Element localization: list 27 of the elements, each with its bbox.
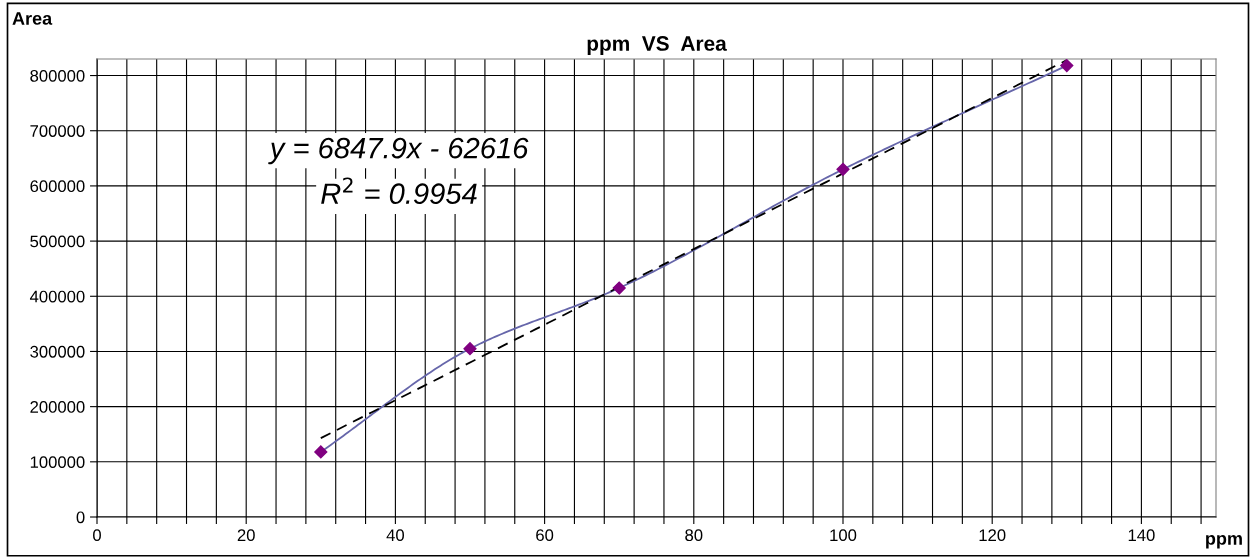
annotation: R$^{2}$ = 0.9954 (321, 177, 477, 205)
x-tick-label: 140 (1128, 529, 1155, 542)
x-tick-label: 20 (237, 529, 255, 542)
y-tick-label: 200000 (30, 401, 85, 413)
x-tick-label: 60 (536, 529, 554, 542)
x-tick-label: 0 (93, 529, 101, 542)
x-tick-label: 100 (830, 529, 857, 542)
point (612, 281, 626, 295)
y-tick-label: 400000 (29, 290, 85, 303)
y-tick-label: 600000 (30, 180, 85, 193)
x-tick-label: 40 (386, 529, 405, 542)
y-tick-label: 800000 (30, 69, 85, 82)
y-tick-label: 500000 (30, 235, 85, 248)
annotation: y = 6847.9x - 62616 (268, 137, 529, 165)
x-tick-label: 120 (979, 529, 1006, 542)
point (463, 342, 477, 356)
y-tick-label: 700000 (30, 125, 85, 137)
x-tick-label: 80 (685, 529, 703, 542)
point (314, 445, 328, 459)
chart-title: ppm VS Area (587, 36, 727, 55)
x-axis-title: ppm (1206, 534, 1242, 549)
y-tick-label: 100000 (30, 456, 85, 469)
y-tick-label: 300000 (30, 345, 85, 358)
point (1060, 59, 1074, 73)
y-tick-label: 0 (76, 511, 85, 524)
y-axis-title: Area (12, 12, 53, 25)
point (836, 162, 850, 176)
